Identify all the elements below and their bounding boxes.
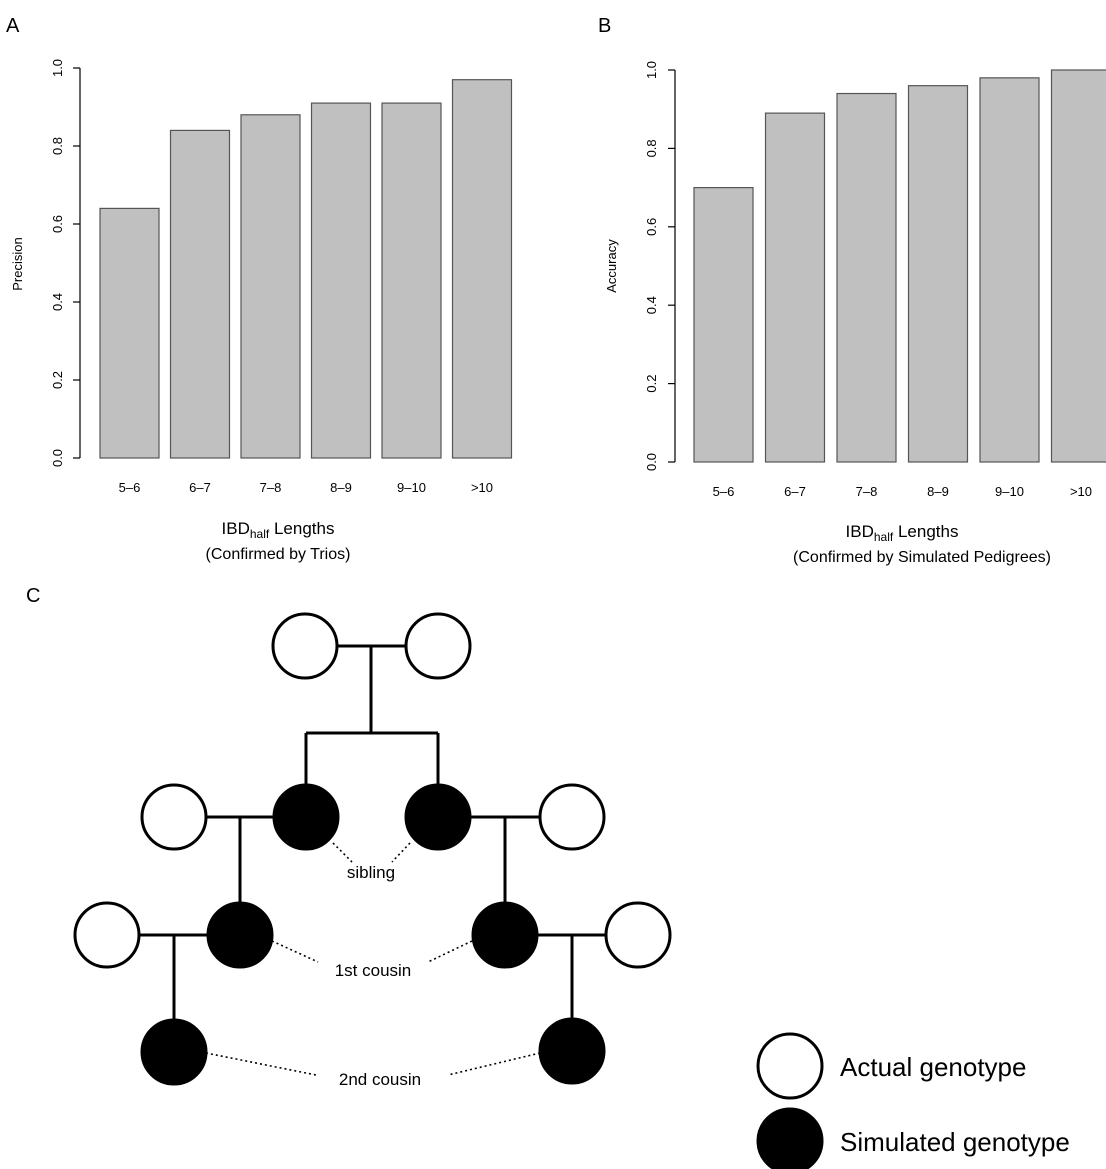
bar-a-3 bbox=[240, 114, 301, 459]
x-tick-label-a-6: >10 bbox=[471, 480, 493, 495]
sibling-right-node bbox=[404, 783, 472, 851]
panel-label-b: B bbox=[598, 15, 611, 37]
legend-simulated-label: Simulated genotype bbox=[840, 1127, 1070, 1157]
first-cousin-left-node bbox=[206, 901, 274, 969]
x-axis-subtitle-a: (Confirmed by Trios) bbox=[206, 546, 351, 563]
x-tick-label-b-2: 6–7 bbox=[784, 484, 806, 499]
bar-a-6 bbox=[451, 79, 513, 459]
x-tick-label-b-6: >10 bbox=[1070, 484, 1092, 499]
legend-actual-label: Actual genotype bbox=[840, 1052, 1026, 1082]
bars-b bbox=[693, 69, 1106, 463]
panel-label-a: A bbox=[6, 15, 20, 37]
bars-a bbox=[99, 79, 513, 459]
bar-b-4 bbox=[907, 85, 969, 463]
x-tick-label-a-5: 9–10 bbox=[397, 480, 426, 495]
x-tick-label-a-2: 6–7 bbox=[189, 480, 211, 495]
x-tick-label-b-3: 7–8 bbox=[856, 484, 878, 499]
chart-a: A Precision 0.0 0.2 0.4 0.6 0.8 1.0 5–6 6–7 7–8… bbox=[6, 15, 513, 563]
y-tick-label-a-6: 1.0 bbox=[50, 59, 65, 77]
y-axis-label-b: Accuracy bbox=[604, 239, 619, 293]
y-tick-label-b-6: 1.0 bbox=[644, 61, 659, 79]
x-axis-title-b: IBDhalf Lengths bbox=[846, 522, 959, 544]
bar-a-2 bbox=[169, 129, 231, 459]
sibling-link-left bbox=[332, 842, 353, 863]
x-axis-title-sub-a: half bbox=[250, 527, 270, 541]
spouse-left-gen3-node bbox=[73, 901, 141, 969]
x-tick-label-b-4: 8–9 bbox=[927, 484, 949, 499]
y-tick-label-a-1: 0.0 bbox=[50, 449, 65, 467]
bar-a-4 bbox=[310, 102, 372, 459]
grandparent-left-node bbox=[271, 612, 339, 680]
second-cousin-link-right bbox=[447, 1052, 541, 1076]
spouse-right-gen3-node bbox=[604, 901, 672, 969]
first-cousin-label: 1st cousin bbox=[335, 961, 412, 980]
x-axis-title-a: IBDhalf Lengths bbox=[222, 519, 335, 541]
y-axis-a: 0.0 0.2 0.4 0.6 0.8 1.0 bbox=[50, 59, 81, 467]
second-cousin-link-left bbox=[205, 1052, 317, 1076]
x-axis-title-main-a: IBD bbox=[222, 519, 250, 538]
y-tick-label-b-3: 0.4 bbox=[644, 296, 659, 314]
relationship-links bbox=[205, 842, 541, 1076]
x-tick-label-b-1: 5–6 bbox=[713, 484, 735, 499]
bar-b-2 bbox=[764, 112, 826, 463]
first-cousin-link-right bbox=[427, 940, 473, 963]
x-tick-label-a-3: 7–8 bbox=[260, 480, 282, 495]
y-tick-label-b-2: 0.2 bbox=[644, 375, 659, 393]
legend-actual-symbol bbox=[756, 1032, 824, 1100]
x-axis-title-rest-b: Lengths bbox=[893, 522, 958, 541]
first-cousin-link-left bbox=[271, 940, 319, 963]
x-tick-label-a-4: 8–9 bbox=[330, 480, 352, 495]
x-axis-title-rest-a: Lengths bbox=[269, 519, 334, 538]
y-tick-label-a-4: 0.6 bbox=[50, 215, 65, 233]
bar-b-6 bbox=[1050, 69, 1106, 463]
bar-b-5 bbox=[979, 77, 1040, 463]
y-axis-b: 0.0 0.2 0.4 0.6 0.8 1.0 bbox=[644, 61, 676, 471]
bar-a-1 bbox=[99, 207, 160, 459]
spouse-left-gen2-node bbox=[140, 783, 208, 851]
second-cousin-right-node bbox=[538, 1017, 606, 1085]
bar-b-1 bbox=[693, 187, 754, 463]
first-cousin-right-node bbox=[471, 901, 539, 969]
x-axis-title-main-b: IBD bbox=[846, 522, 874, 541]
second-cousin-left-node bbox=[140, 1018, 208, 1086]
bar-b-3 bbox=[836, 92, 897, 463]
sibling-label: sibling bbox=[347, 863, 395, 882]
y-tick-label-a-5: 0.8 bbox=[50, 137, 65, 155]
x-tick-label-b-5: 9–10 bbox=[995, 484, 1024, 499]
sibling-left-node bbox=[272, 783, 340, 851]
y-tick-label-b-4: 0.6 bbox=[644, 218, 659, 236]
y-tick-label-b-1: 0.0 bbox=[644, 453, 659, 471]
x-ticks-b: 5–6 6–7 7–8 8–9 9–10 >10 bbox=[713, 484, 1092, 499]
spouse-right-gen2-node bbox=[538, 783, 606, 851]
bar-a-5 bbox=[381, 102, 442, 459]
panel-label-c: C bbox=[26, 585, 40, 607]
legend: Actual genotype Simulated genotype bbox=[756, 1032, 1070, 1169]
pedigree-diagram: C bbox=[26, 585, 672, 1089]
chart-b: B Accuracy 0.0 0.2 0.4 0.6 0.8 1.0 5–6 6–7 7–8 8… bbox=[598, 15, 1106, 566]
y-axis-label-a: Precision bbox=[10, 237, 25, 290]
second-cousin-label: 2nd cousin bbox=[339, 1070, 421, 1089]
y-tick-label-a-2: 0.2 bbox=[50, 371, 65, 389]
sibling-link-right bbox=[391, 842, 411, 863]
x-ticks-a: 5–6 6–7 7–8 8–9 9–10 >10 bbox=[119, 480, 493, 495]
grandparent-right-node bbox=[404, 612, 472, 680]
y-tick-label-a-3: 0.4 bbox=[50, 293, 65, 311]
x-axis-subtitle-b: (Confirmed by Simulated Pedigrees) bbox=[793, 549, 1051, 566]
x-axis-title-sub-b: half bbox=[874, 530, 894, 544]
y-tick-label-b-5: 0.8 bbox=[644, 139, 659, 157]
x-tick-label-a-1: 5–6 bbox=[119, 480, 141, 495]
legend-simulated-symbol bbox=[756, 1107, 824, 1169]
